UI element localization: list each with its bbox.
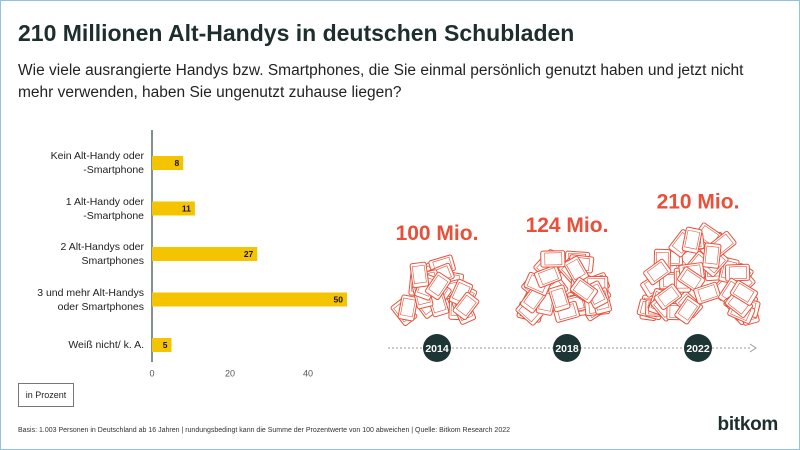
value-label: 5 xyxy=(163,340,168,350)
bar xyxy=(152,292,347,307)
phone-screen xyxy=(550,287,568,309)
phone-screen xyxy=(697,284,718,302)
phone xyxy=(548,284,571,313)
value-label: 50 xyxy=(334,294,344,304)
title: 210 Millionen Alt-Handys in deutschen Sc… xyxy=(18,20,575,46)
x-tick-label: 40 xyxy=(303,368,313,378)
phone-body xyxy=(702,242,722,269)
phone xyxy=(409,261,430,289)
phone-screen xyxy=(538,267,559,286)
phone xyxy=(653,283,682,311)
phone xyxy=(702,242,722,269)
phone-screen xyxy=(732,282,755,303)
phone-screen xyxy=(400,297,416,318)
phone xyxy=(397,294,419,322)
phone-pile xyxy=(390,254,480,327)
phone xyxy=(534,264,563,289)
phone-pile xyxy=(515,249,613,326)
value-label: 11 xyxy=(182,203,191,213)
year-label: 2018 xyxy=(555,343,579,355)
phone-screen xyxy=(677,299,698,321)
category-label: Weiß nicht/ k. A. xyxy=(68,339,144,351)
phone-body xyxy=(534,264,563,289)
phone-pile xyxy=(636,222,761,326)
phone-screen xyxy=(428,274,449,297)
year-badge xyxy=(684,334,712,362)
phone-screen xyxy=(572,279,595,301)
bar xyxy=(152,247,258,261)
value-label: 8 xyxy=(174,158,179,168)
timeline-arrow xyxy=(749,343,757,353)
year-badge xyxy=(423,334,451,362)
x-tick-label: 0 xyxy=(149,368,154,378)
year-label: 2014 xyxy=(425,343,449,355)
year-label: 2022 xyxy=(686,343,710,355)
phone xyxy=(425,271,452,301)
phone xyxy=(452,291,480,321)
value-label: 100 Mio. xyxy=(396,222,479,245)
phone-screen xyxy=(544,252,563,266)
phone-screen xyxy=(704,245,720,265)
value-label: 27 xyxy=(244,249,254,259)
category-label: 2 Alt-Handys oder Smartphones xyxy=(60,241,144,267)
bar xyxy=(152,156,184,170)
bar xyxy=(152,338,172,352)
year-badge xyxy=(553,334,581,362)
category-label: 1 Alt-Handy oder -Smartphone xyxy=(65,195,144,222)
phone-screen xyxy=(657,286,680,307)
phone-body xyxy=(409,261,430,289)
phone xyxy=(724,263,751,282)
value-label: 210 Mio. xyxy=(657,191,740,214)
logo: bitkom xyxy=(717,414,779,435)
source: Basis: 1.003 Personen in Deutschland ab … xyxy=(18,427,510,434)
phone xyxy=(729,280,759,306)
phone-screen xyxy=(646,261,669,282)
phone xyxy=(643,258,672,286)
value-label: 124 Mio. xyxy=(526,214,609,237)
phone-screen xyxy=(684,229,701,250)
category-label: 3 und mehr Alt-Handys oder Smartphones xyxy=(37,286,144,313)
phone-screen xyxy=(455,294,477,317)
phone xyxy=(674,296,701,325)
category-label: Kein Alt-Handy oder -Smartphone xyxy=(50,150,144,176)
phone-screen xyxy=(679,269,702,290)
phone-body xyxy=(540,250,566,268)
phone-screen xyxy=(411,264,427,284)
phone xyxy=(693,281,722,305)
subtitle: Wie viele ausrangierte Handys bzw. Smart… xyxy=(18,62,744,101)
x-tick-label: 20 xyxy=(225,368,235,378)
unit-note: in Prozent xyxy=(18,383,74,407)
phone-screen xyxy=(729,266,748,280)
phone xyxy=(681,226,703,254)
phone xyxy=(569,277,599,304)
phone-screen xyxy=(566,258,586,281)
bar xyxy=(152,201,195,216)
phone xyxy=(540,250,566,268)
